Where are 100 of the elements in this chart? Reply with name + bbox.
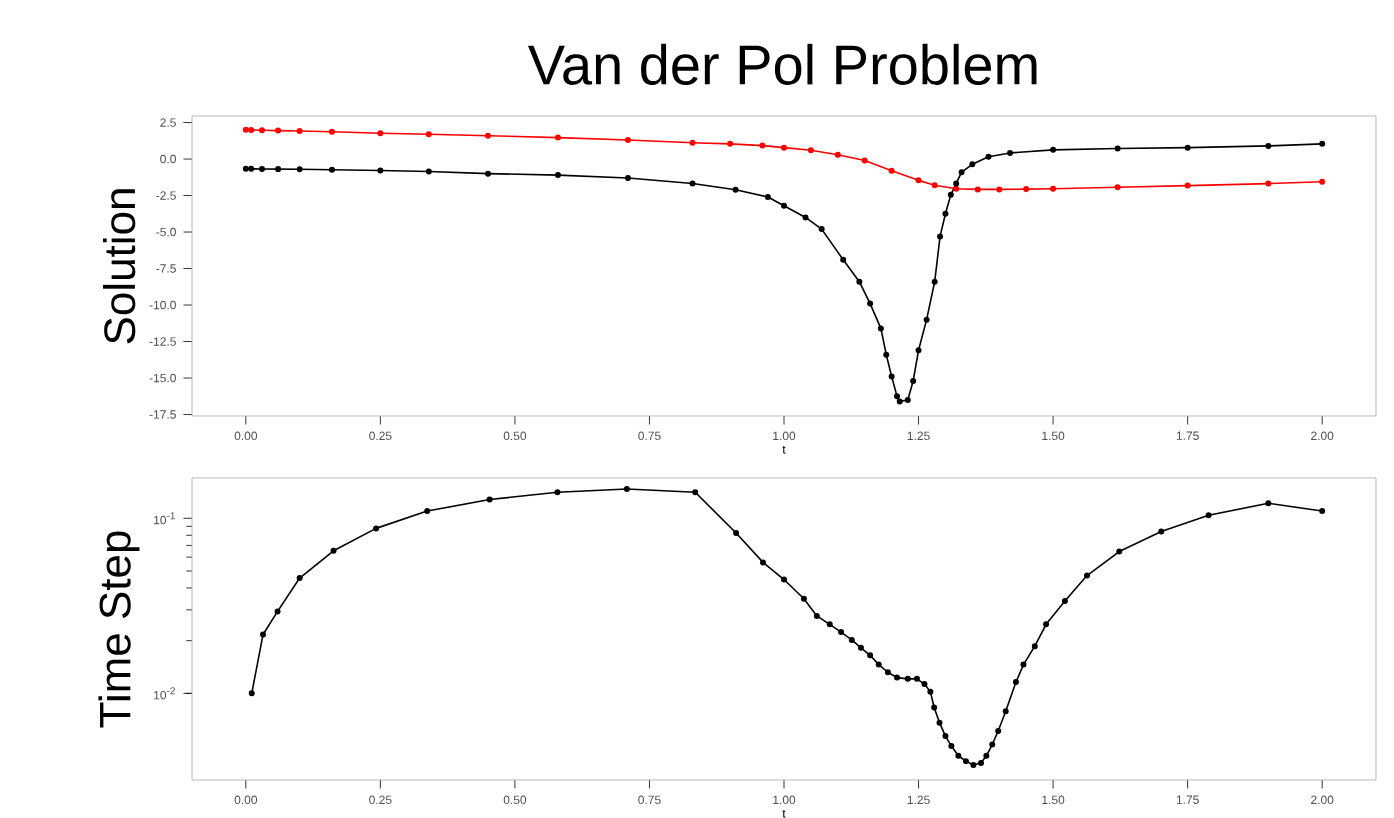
point (955, 752, 962, 759)
point (328, 166, 335, 173)
point (904, 675, 911, 682)
y-axis-title: Solution (103, 189, 136, 344)
point (1319, 178, 1326, 185)
point (424, 508, 431, 515)
point (554, 172, 561, 179)
point (1114, 145, 1121, 152)
point (1116, 548, 1123, 555)
point (258, 165, 265, 172)
point (1061, 598, 1068, 604)
point (248, 127, 255, 133)
point (877, 325, 884, 332)
point (485, 132, 492, 139)
point (554, 489, 561, 496)
point (554, 134, 561, 141)
point (983, 752, 990, 759)
point (996, 186, 1003, 193)
point (623, 486, 630, 493)
point (888, 167, 895, 174)
point (974, 186, 981, 193)
point (802, 214, 809, 221)
point (1319, 508, 1326, 515)
point (826, 621, 833, 628)
point (727, 140, 734, 147)
point (1158, 528, 1165, 535)
point (894, 393, 901, 400)
point (936, 719, 943, 726)
point (867, 300, 874, 307)
point (275, 127, 282, 134)
point (624, 137, 631, 144)
point (1265, 500, 1272, 507)
point (937, 233, 944, 240)
chart-title: Van der Pol Problem (527, 43, 1037, 85)
point (904, 396, 911, 403)
point (985, 153, 992, 160)
point (861, 157, 868, 164)
point (856, 278, 863, 285)
point (969, 161, 976, 168)
point (330, 547, 337, 554)
point (1050, 146, 1057, 153)
point (296, 575, 303, 582)
point (953, 185, 960, 192)
y-axis-title: Time Step (98, 531, 140, 728)
point (258, 127, 265, 134)
point (692, 489, 699, 496)
point (813, 612, 820, 619)
point (733, 530, 740, 537)
point (948, 743, 955, 750)
point (1020, 661, 1027, 668)
point (995, 727, 1002, 734)
point (1205, 512, 1212, 519)
point (1050, 185, 1057, 192)
point (834, 151, 841, 158)
point (248, 165, 255, 172)
point (296, 166, 303, 173)
point (248, 690, 255, 697)
point (883, 351, 890, 358)
point (942, 210, 949, 217)
point (875, 661, 882, 668)
point (1114, 184, 1121, 191)
point (807, 147, 814, 154)
point (781, 144, 787, 151)
point (947, 191, 954, 198)
point (377, 167, 384, 174)
point (953, 180, 960, 187)
point (260, 631, 267, 638)
point (425, 168, 432, 175)
point (896, 398, 903, 405)
point (274, 608, 281, 615)
point (373, 525, 380, 532)
point (486, 496, 493, 503)
point (958, 169, 965, 176)
point (989, 741, 996, 748)
point (970, 761, 977, 768)
point (800, 595, 807, 602)
point (931, 182, 938, 189)
point (884, 669, 891, 676)
point (910, 377, 917, 384)
point (275, 166, 282, 173)
point (838, 629, 845, 636)
point (913, 675, 920, 682)
point (760, 559, 767, 566)
point (857, 644, 864, 651)
point (923, 316, 930, 323)
point (927, 688, 934, 695)
point (1265, 180, 1272, 187)
point (732, 186, 739, 193)
point (242, 126, 249, 133)
point (1265, 142, 1272, 149)
point (962, 758, 969, 765)
point (921, 681, 928, 688)
point (894, 674, 901, 681)
point (942, 733, 949, 740)
point (1031, 643, 1038, 650)
point (624, 175, 631, 182)
point (915, 177, 922, 184)
point (1043, 621, 1050, 628)
point (915, 347, 922, 354)
point (840, 256, 847, 263)
